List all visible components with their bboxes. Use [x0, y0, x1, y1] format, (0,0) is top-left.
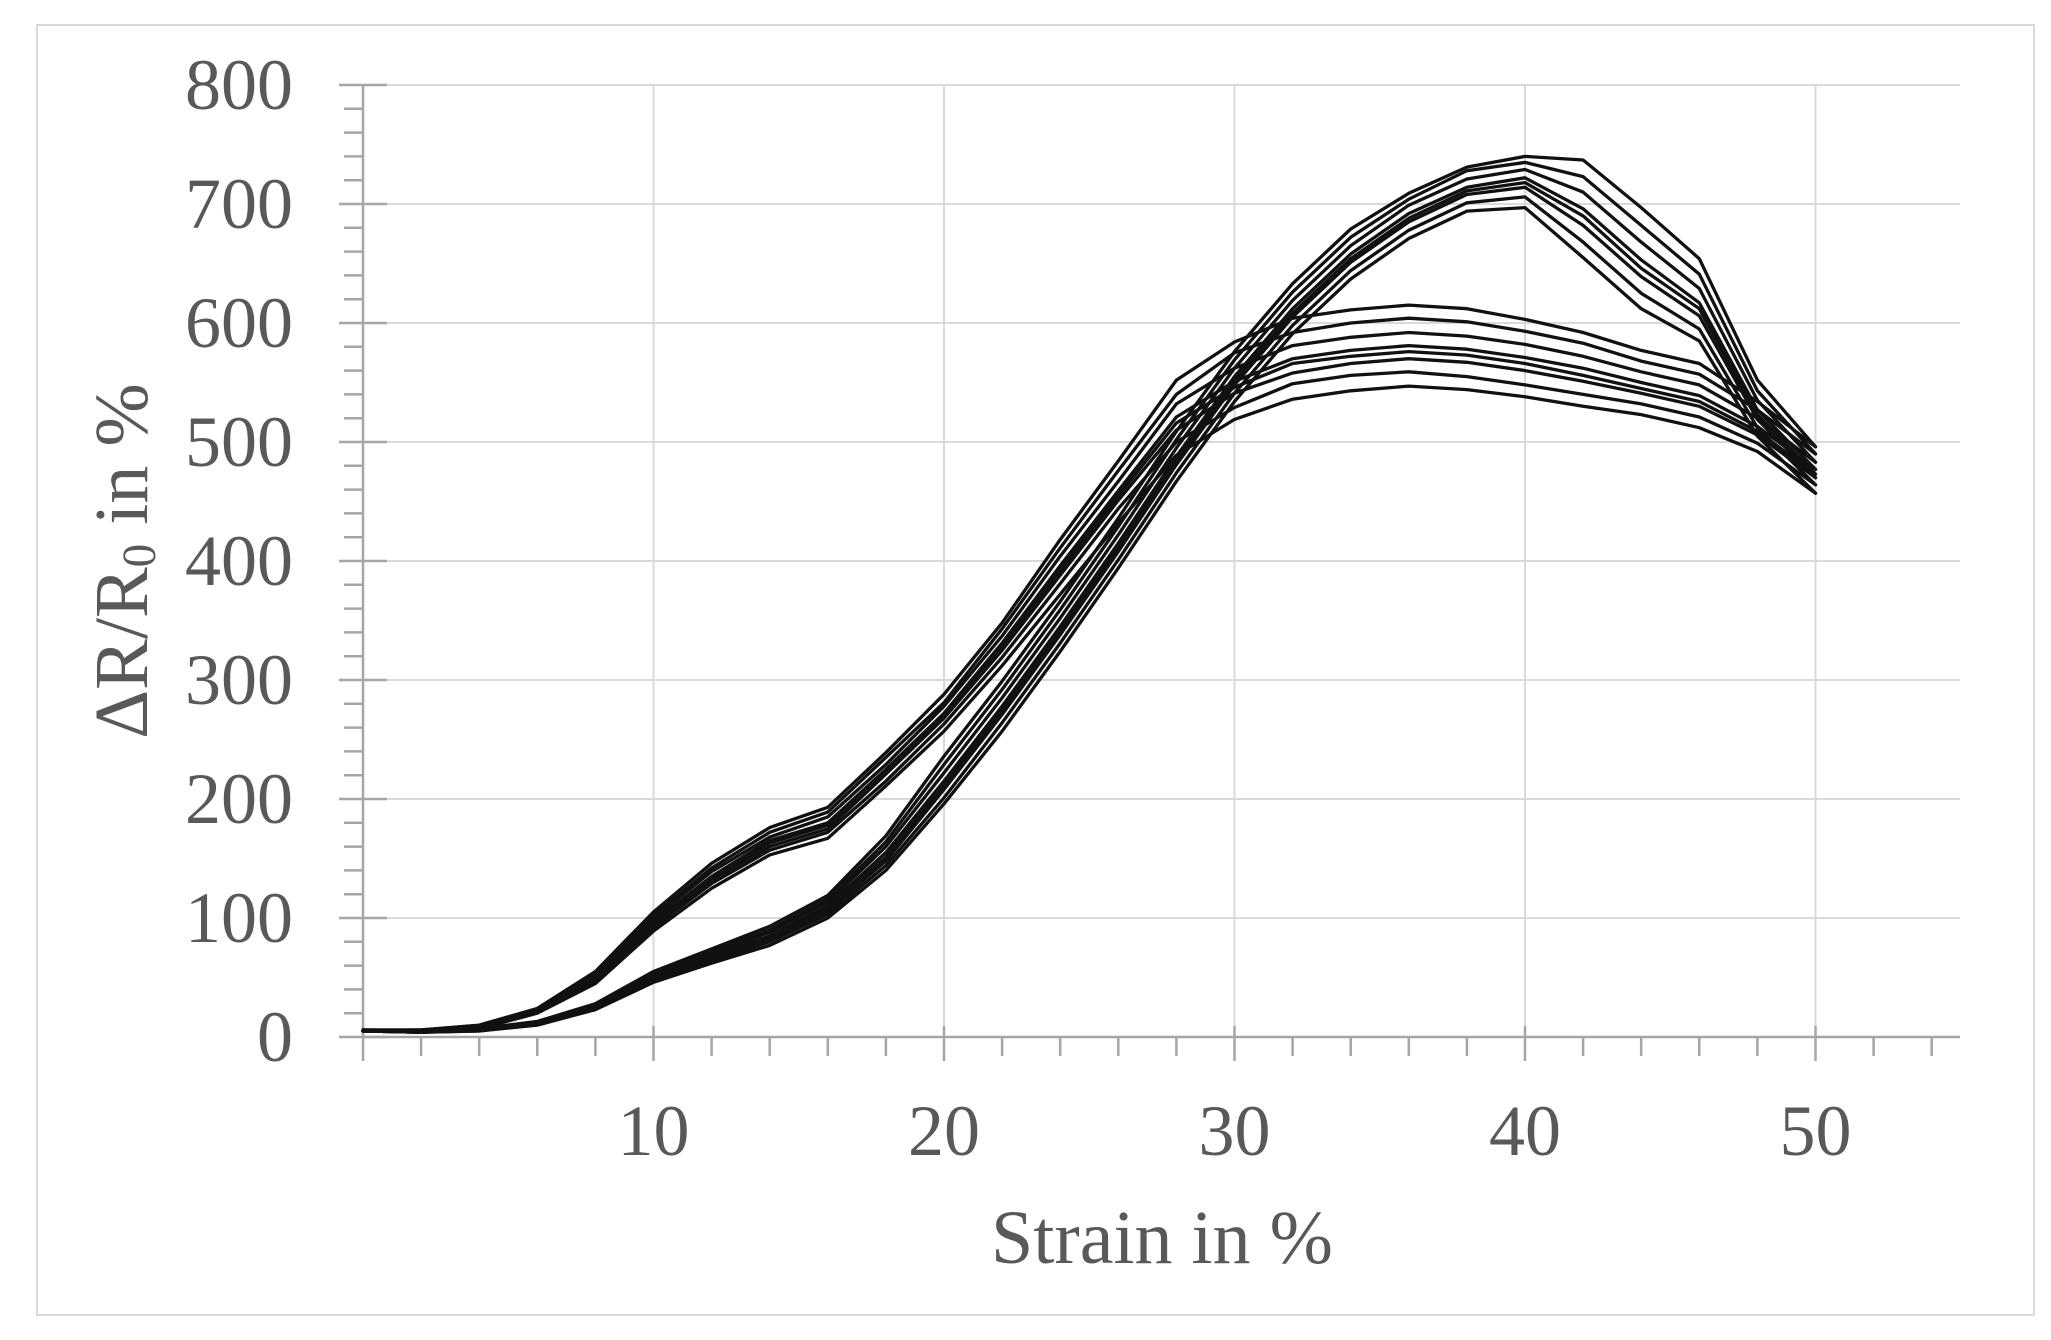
gridlines — [363, 84, 1960, 1037]
y-tick-label-600: 600 — [185, 283, 293, 363]
y-tick-label-100: 100 — [185, 878, 293, 958]
curve-cycle-5-loading — [361, 330, 1818, 1033]
curve-cycle-7-loading — [361, 303, 1818, 1032]
y-tick-label-500: 500 — [185, 402, 293, 482]
curve-cycle-7-unloading — [361, 154, 1818, 1033]
x-tick-label-50: 50 — [1780, 1091, 1852, 1171]
curve-cycle-1-loading — [361, 384, 1818, 1034]
x-tick-label-20: 20 — [908, 1091, 980, 1171]
axis-ticks — [339, 83, 1933, 1061]
curve-cycle-2-loading — [361, 370, 1818, 1033]
series-curves — [361, 154, 1818, 1034]
curve-cycle-8-loading — [361, 349, 1818, 1033]
y-tick-label-300: 300 — [185, 640, 293, 720]
x-tick-label-30: 30 — [1199, 1091, 1271, 1171]
y-tick-label-700: 700 — [185, 164, 293, 244]
y-axis-title-subscript: 0 — [114, 543, 167, 568]
x-tick-label-40: 40 — [1489, 1091, 1561, 1171]
y-tick-label-200: 200 — [185, 759, 293, 839]
y-tick-label-0: 0 — [257, 997, 293, 1077]
x-axis-title: Strain in % — [991, 1196, 1333, 1280]
y-tick-label-400: 400 — [185, 521, 293, 601]
y-tick-label-800: 800 — [185, 45, 293, 125]
curve-cycle-3-loading — [361, 357, 1818, 1033]
x-tick-label-10: 10 — [618, 1091, 690, 1171]
y-axis-title-prefix: ΔR/R — [80, 567, 164, 739]
curve-cycle-1-unloading — [361, 205, 1818, 1034]
y-axis-title-suffix: in % — [80, 383, 164, 544]
curve-cycle-6-loading — [361, 316, 1818, 1033]
curve-cycle-4-unloading — [361, 176, 1818, 1033]
tick-labels: 0 100 200 300 400 500 600 700 800 10 20 30 40 50 — [185, 45, 1852, 1171]
curve-cycle-4-loading — [361, 343, 1818, 1033]
curve-cycle-8-unloading — [361, 180, 1818, 1034]
y-axis-title: ΔR/R0 in % — [72, 161, 172, 961]
curve-cycle-6-unloading — [361, 160, 1818, 1033]
